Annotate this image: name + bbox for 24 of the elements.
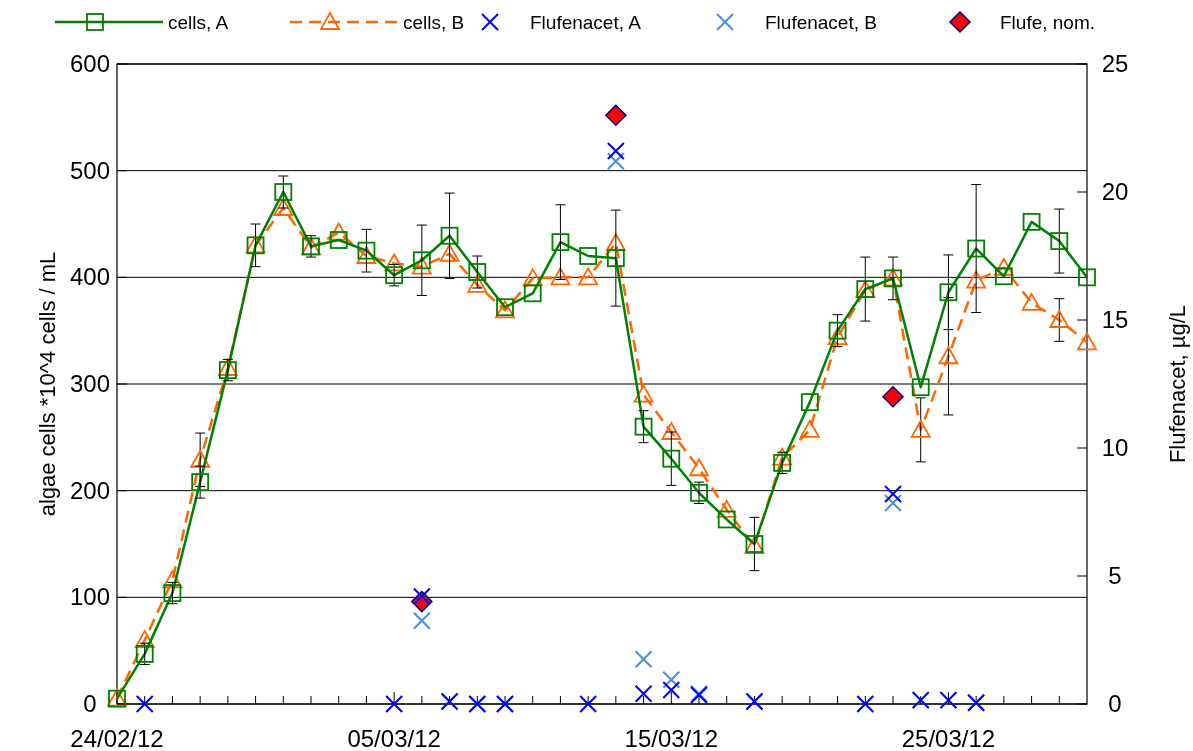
y-tick-label: 200 bbox=[69, 476, 111, 504]
y-tick-label: 100 bbox=[69, 583, 111, 611]
y2-axis-title: Flufenacet, µg/L bbox=[1165, 304, 1190, 464]
legend-label: Flufenacet, B bbox=[765, 12, 877, 33]
y-tick-label: 600 bbox=[69, 50, 111, 77]
x-tick-label: 24/02/12 bbox=[70, 725, 164, 751]
x-tick-label: 15/03/12 bbox=[624, 725, 718, 751]
legend-label: cells, B bbox=[403, 12, 465, 33]
y2-tick-label: 25 bbox=[1101, 50, 1129, 77]
y-tick-label: 400 bbox=[69, 263, 111, 291]
y-tick-label: 500 bbox=[69, 156, 111, 184]
y2-tick-label: 20 bbox=[1101, 178, 1129, 205]
y2-tick-label: 15 bbox=[1101, 306, 1129, 333]
x-tick-label: 05/03/12 bbox=[347, 725, 441, 751]
legend-label: Flufe, nom. bbox=[1000, 12, 1096, 33]
y2-tick-label: 0 bbox=[1108, 690, 1122, 717]
legend-label: cells, A bbox=[168, 12, 229, 33]
x-tick-label: 25/03/12 bbox=[901, 725, 996, 751]
legend-label: Flufenacet, A bbox=[530, 12, 642, 33]
y2-tick-label: 10 bbox=[1101, 434, 1129, 461]
y-tick-label: 0 bbox=[83, 690, 97, 717]
y-axis-title: algae cells *10^4 cells / mL bbox=[35, 251, 60, 517]
y-tick-label: 300 bbox=[69, 370, 111, 397]
y2-tick-label: 5 bbox=[1108, 562, 1122, 589]
